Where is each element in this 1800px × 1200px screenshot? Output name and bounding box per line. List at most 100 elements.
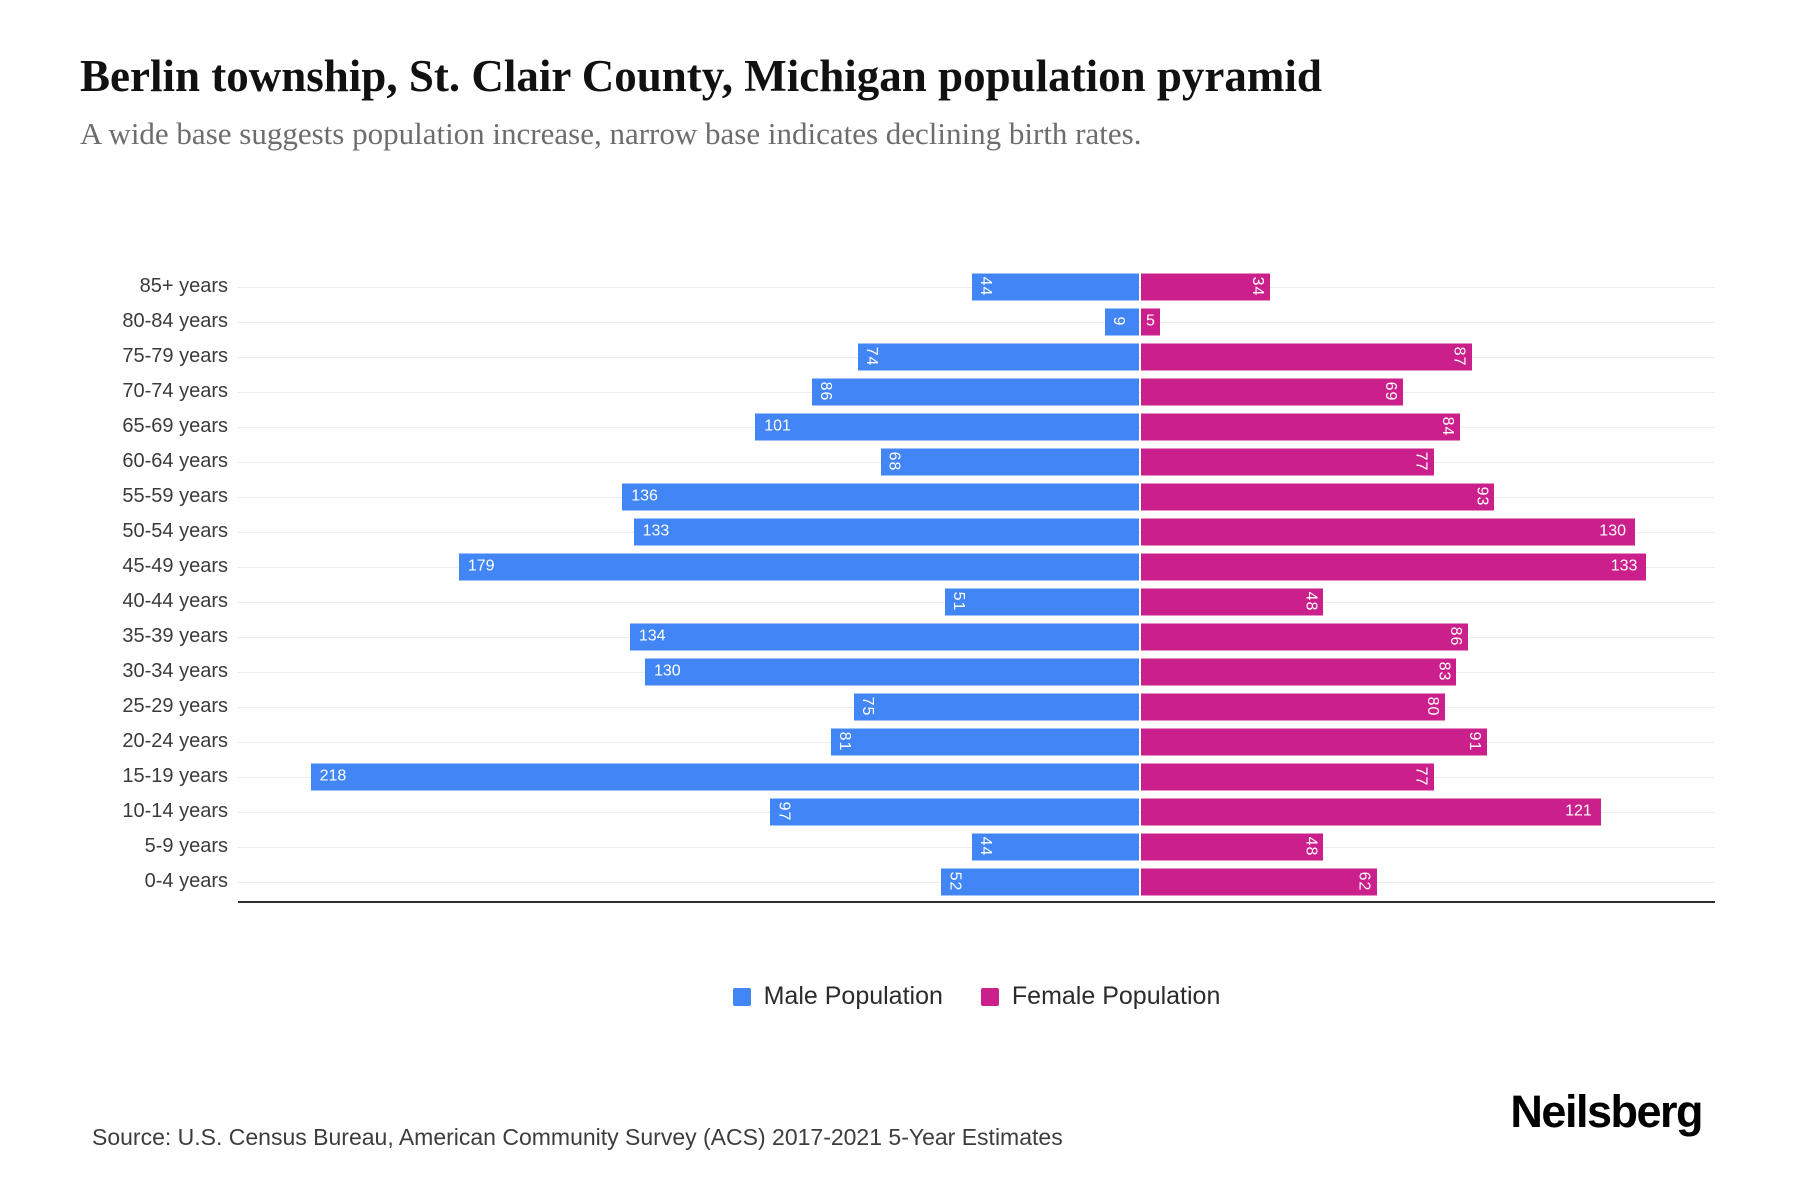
pyramid-row: 20-24 years 81 91 — [0, 724, 1800, 759]
female-bar-value: 93 — [1473, 486, 1491, 507]
male-bar[interactable]: 52 — [941, 868, 1139, 895]
pyramid-row: 10-14 years 97 121 — [0, 794, 1800, 829]
age-group-label: 45-49 years — [122, 555, 228, 577]
row-plot-area: 133 130 — [238, 514, 1715, 549]
female-legend-label: Female Population — [1011, 982, 1221, 1010]
female-bar-value: 34 — [1249, 276, 1267, 297]
male-bar-value: 86 — [817, 381, 835, 402]
female-bar[interactable]: 84 — [1141, 413, 1461, 440]
age-group-label: 65-69 years — [122, 415, 228, 437]
female-bar-value: 87 — [1450, 346, 1468, 367]
age-group-label: 50-54 years — [122, 520, 228, 542]
female-bar[interactable]: 77 — [1141, 448, 1434, 475]
male-bar[interactable]: 134 — [629, 623, 1139, 650]
male-bar[interactable]: 136 — [622, 483, 1139, 510]
male-bar[interactable]: 74 — [857, 343, 1139, 370]
female-bar-value: 130 — [1599, 522, 1626, 540]
age-group-label: 10-14 years — [122, 800, 228, 822]
neilsberg-logo[interactable]: Neilsberg — [1510, 1086, 1703, 1137]
male-bar[interactable]: 44 — [971, 273, 1139, 300]
row-plot-area: 86 69 — [238, 374, 1715, 409]
female-bar[interactable]: 86 — [1141, 623, 1468, 650]
pyramid-chart: 85+ years 44 34 80-84 years 9 5 75-79 years 74 8… — [0, 269, 1800, 899]
female-bar[interactable]: 62 — [1141, 868, 1377, 895]
male-legend-label: Male Population — [763, 982, 943, 1010]
female-bar[interactable]: 87 — [1141, 343, 1472, 370]
female-bar[interactable]: 83 — [1141, 658, 1457, 685]
male-bar-value: 97 — [775, 801, 793, 822]
age-group-label: 75-79 years — [122, 345, 228, 367]
male-bar[interactable]: 9 — [1104, 308, 1139, 335]
pyramid-row: 15-19 years 218 77 — [0, 759, 1800, 794]
female-bar-value: 121 — [1565, 802, 1592, 820]
female-bar-value: 84 — [1439, 416, 1457, 437]
female-bar[interactable]: 93 — [1141, 483, 1495, 510]
female-bar-value: 48 — [1302, 836, 1320, 857]
male-bar-value: 68 — [885, 451, 903, 472]
male-bar[interactable]: 179 — [458, 553, 1139, 580]
row-plot-area: 97 121 — [238, 794, 1715, 829]
row-plot-area: 68 77 — [238, 444, 1715, 479]
pyramid-row: 60-64 years 68 77 — [0, 444, 1800, 479]
page-subtitle: A wide base suggests population increase… — [80, 116, 1142, 151]
male-bar[interactable]: 68 — [880, 448, 1139, 475]
male-bar-value: 44 — [976, 836, 994, 857]
female-bar[interactable]: 48 — [1141, 833, 1324, 860]
pyramid-row: 70-74 years 86 69 — [0, 374, 1800, 409]
female-bar[interactable]: 48 — [1141, 588, 1324, 615]
female-bar-value: 62 — [1355, 871, 1373, 892]
age-group-label: 80-84 years — [122, 310, 228, 332]
female-bar[interactable]: 77 — [1141, 763, 1434, 790]
female-bar[interactable]: 69 — [1141, 378, 1404, 405]
female-bar[interactable]: 91 — [1141, 728, 1487, 755]
age-group-label: 60-64 years — [122, 450, 228, 472]
pyramid-row: 50-54 years 133 130 — [0, 514, 1800, 549]
female-bar[interactable]: 121 — [1141, 798, 1601, 825]
pyramid-row: 80-84 years 9 5 — [0, 304, 1800, 339]
male-bar[interactable]: 101 — [755, 413, 1139, 440]
male-bar[interactable]: 81 — [831, 728, 1139, 755]
male-bar[interactable]: 44 — [971, 833, 1139, 860]
pyramid-row: 75-79 years 74 87 — [0, 339, 1800, 374]
male-bar[interactable]: 218 — [310, 763, 1139, 790]
female-bar-value: 69 — [1382, 381, 1400, 402]
page-title: Berlin township, St. Clair County, Michi… — [80, 51, 1322, 101]
female-bar[interactable]: 34 — [1141, 273, 1271, 300]
female-bar[interactable]: 80 — [1141, 693, 1445, 720]
source-note: Source: U.S. Census Bureau, American Com… — [92, 1124, 1063, 1150]
male-bar[interactable]: 133 — [633, 518, 1139, 545]
row-plot-area: 51 48 — [238, 584, 1715, 619]
female-bar[interactable]: 133 — [1141, 553, 1647, 580]
pyramid-row: 25-29 years 75 80 — [0, 689, 1800, 724]
legend-item-male[interactable]: Male Population — [732, 982, 943, 1011]
pyramid-row: 55-59 years 136 93 — [0, 479, 1800, 514]
female-bar-value: 5 — [1146, 312, 1155, 330]
male-bar[interactable]: 97 — [770, 798, 1139, 825]
female-bar[interactable]: 5 — [1141, 308, 1160, 335]
pyramid-row: 5-9 years 44 48 — [0, 829, 1800, 864]
pyramid-row: 45-49 years 179 133 — [0, 549, 1800, 584]
female-bar-value: 77 — [1412, 451, 1430, 472]
age-group-label: 15-19 years — [122, 765, 228, 787]
male-bar[interactable]: 130 — [645, 658, 1139, 685]
row-plot-area: 179 133 — [238, 549, 1715, 584]
female-bar-value: 91 — [1465, 731, 1483, 752]
male-bar-value: 75 — [859, 696, 876, 717]
male-bar-value: 44 — [976, 276, 994, 297]
male-bar[interactable]: 86 — [812, 378, 1139, 405]
row-plot-area: 52 62 — [238, 864, 1715, 899]
male-bar-value: 136 — [631, 487, 658, 505]
row-plot-area: 75 80 — [238, 689, 1715, 724]
pyramid-row: 85+ years 44 34 — [0, 269, 1800, 304]
male-bar-value: 130 — [654, 662, 681, 680]
female-bar[interactable]: 130 — [1141, 518, 1635, 545]
male-bar[interactable]: 75 — [854, 693, 1139, 720]
row-plot-area: 136 93 — [238, 479, 1715, 514]
male-bar-value: 101 — [764, 417, 791, 435]
row-plot-area: 134 86 — [238, 619, 1715, 654]
row-plot-area: 44 48 — [238, 829, 1715, 864]
male-bar[interactable]: 51 — [945, 588, 1139, 615]
legend-item-female[interactable]: Female Population — [980, 982, 1221, 1011]
age-group-label: 40-44 years — [122, 590, 228, 612]
